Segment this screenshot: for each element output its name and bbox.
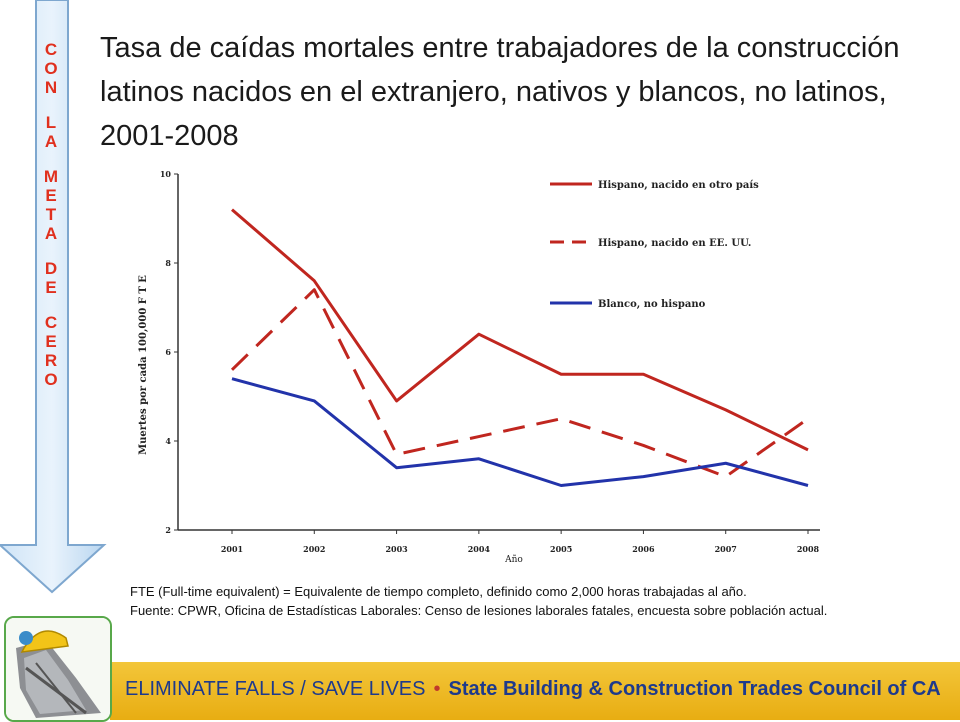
banner-letter: E <box>45 332 57 351</box>
banner-letter: O <box>44 59 58 78</box>
banner-letter: C <box>44 313 58 332</box>
legend-label: Hispano, nacido en otro país <box>598 180 759 191</box>
line-chart: Muertes por cada 100,000 F T E Año 2 4 6 8 1… <box>138 169 820 565</box>
footer-slogan: ELIMINATE FALLS / SAVE LIVES <box>125 678 426 700</box>
banner-letter: N <box>44 78 58 97</box>
y-tick-label: 2 <box>165 525 171 535</box>
x-tick-label: 2007 <box>715 544 737 554</box>
arrow-banner <box>0 0 107 594</box>
banner-letter: R <box>44 351 58 370</box>
banner-letter: E <box>45 278 57 297</box>
y-tick-label: 8 <box>165 258 171 268</box>
footer-text: ELIMINATE FALLS / SAVE LIVES • State Build… <box>125 678 941 701</box>
y-tick-label: 4 <box>165 436 171 446</box>
banner-letter: D <box>44 259 58 278</box>
x-tick-label: 2002 <box>303 544 325 554</box>
banner-letter: M <box>43 167 59 186</box>
logo-image <box>4 616 112 722</box>
footer-council: State Building & Construction Trades Cou… <box>448 678 941 700</box>
notes: FTE (Full-time equivalent) = Equivalente… <box>130 582 945 620</box>
legend-label: Blanco, no hispano <box>598 299 706 310</box>
source-note: Fuente: CPWR, Oficina de Estadísticas La… <box>130 603 828 618</box>
banner-letter: A <box>44 224 58 243</box>
x-tick-label: 2001 <box>221 544 243 554</box>
bullet-icon: • <box>433 678 441 700</box>
y-tick-label: 6 <box>165 347 171 357</box>
y-tick-label: 10 <box>160 169 172 179</box>
banner-letter: L <box>45 113 57 132</box>
banner-letter: C <box>44 40 58 59</box>
banner-letter: E <box>45 186 57 205</box>
series-line <box>230 288 809 479</box>
y-axis-label: Muertes por cada 100,000 F T E <box>138 275 149 455</box>
footer-band <box>110 662 960 720</box>
footer: ELIMINATE FALLS / SAVE LIVES • State Build… <box>0 650 960 720</box>
series-line <box>231 377 809 487</box>
x-tick-label: 2006 <box>632 544 655 554</box>
x-tick-label: 2008 <box>797 544 820 554</box>
banner-letter: A <box>44 132 58 151</box>
x-tick-label: 2004 <box>468 544 491 554</box>
legend-label: Hispano, nacido en EE. UU. <box>598 238 751 249</box>
banner-letter: O <box>44 370 58 389</box>
x-axis-label: Año <box>504 555 523 565</box>
x-tick-label: 2005 <box>550 544 572 554</box>
banner-letter: T <box>45 205 57 224</box>
page-title: Tasa de caídas mortales entre trabajador… <box>100 32 900 152</box>
fte-note: FTE (Full-time equivalent) = Equivalente… <box>130 584 747 599</box>
series-line <box>231 208 809 452</box>
x-tick-label: 2003 <box>385 544 408 554</box>
